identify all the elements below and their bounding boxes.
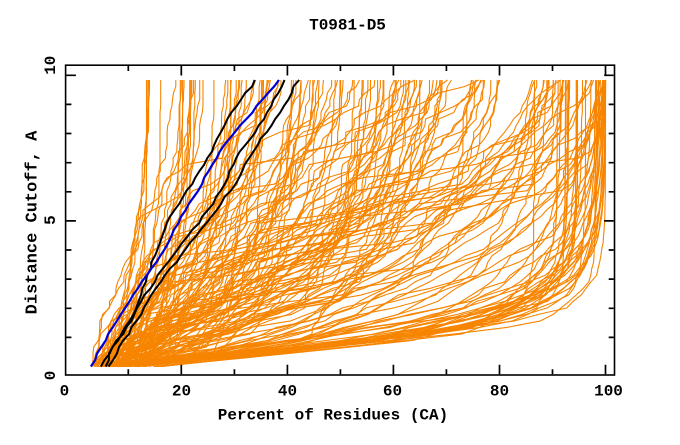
svg-text:Distance Cutoff, A: Distance Cutoff, A <box>24 130 43 314</box>
svg-text:5: 5 <box>42 215 60 225</box>
svg-text:10: 10 <box>42 56 60 75</box>
svg-text:20: 20 <box>172 382 191 400</box>
svg-text:60: 60 <box>383 382 402 400</box>
svg-text:40: 40 <box>278 382 297 400</box>
svg-text:0: 0 <box>60 382 70 400</box>
svg-text:Percent of Residues (CA): Percent of Residues (CA) <box>218 407 448 425</box>
svg-text:T0981-D5: T0981-D5 <box>309 17 386 35</box>
svg-text:0: 0 <box>42 371 60 381</box>
svg-text:100: 100 <box>594 382 623 400</box>
svg-text:80: 80 <box>490 382 509 400</box>
